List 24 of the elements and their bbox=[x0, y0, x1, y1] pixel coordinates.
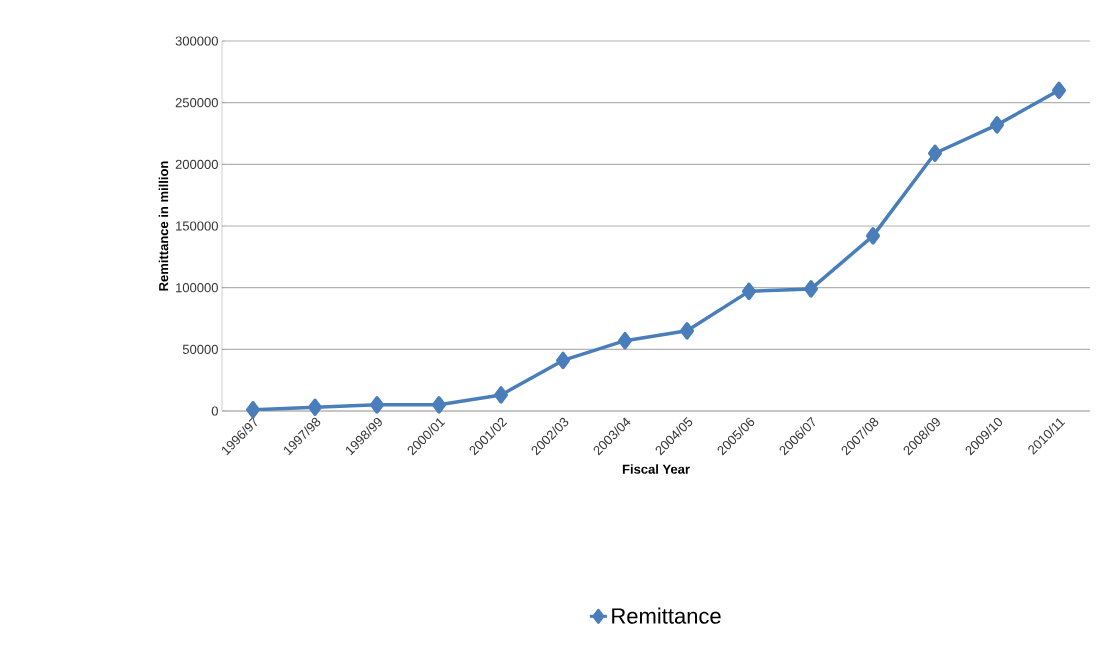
x-axis-title: Fiscal Year bbox=[622, 464, 690, 474]
point bbox=[866, 227, 881, 245]
point bbox=[742, 282, 757, 301]
point bbox=[680, 322, 695, 340]
y-tick-label: 200000 bbox=[175, 159, 218, 169]
point bbox=[556, 351, 571, 370]
point bbox=[1052, 81, 1067, 100]
y-tick-label: 300000 bbox=[175, 36, 218, 46]
point bbox=[990, 116, 1005, 134]
point bbox=[370, 396, 385, 414]
legend-label: Remittance bbox=[612, 607, 721, 624]
point bbox=[308, 398, 323, 417]
y-tick-label: 0 bbox=[211, 406, 218, 416]
point bbox=[804, 280, 819, 298]
point bbox=[432, 396, 446, 414]
point bbox=[494, 386, 509, 404]
point bbox=[618, 331, 633, 350]
y-tick-label: 150000 bbox=[176, 221, 218, 231]
y-tick-label: 100000 bbox=[176, 283, 218, 293]
point bbox=[928, 144, 943, 162]
point bbox=[246, 401, 261, 419]
y-tick-label: 250000 bbox=[175, 98, 218, 108]
y-tick-label: 50000 bbox=[182, 344, 218, 354]
y-axis-title: Remittance in million bbox=[158, 161, 169, 291]
